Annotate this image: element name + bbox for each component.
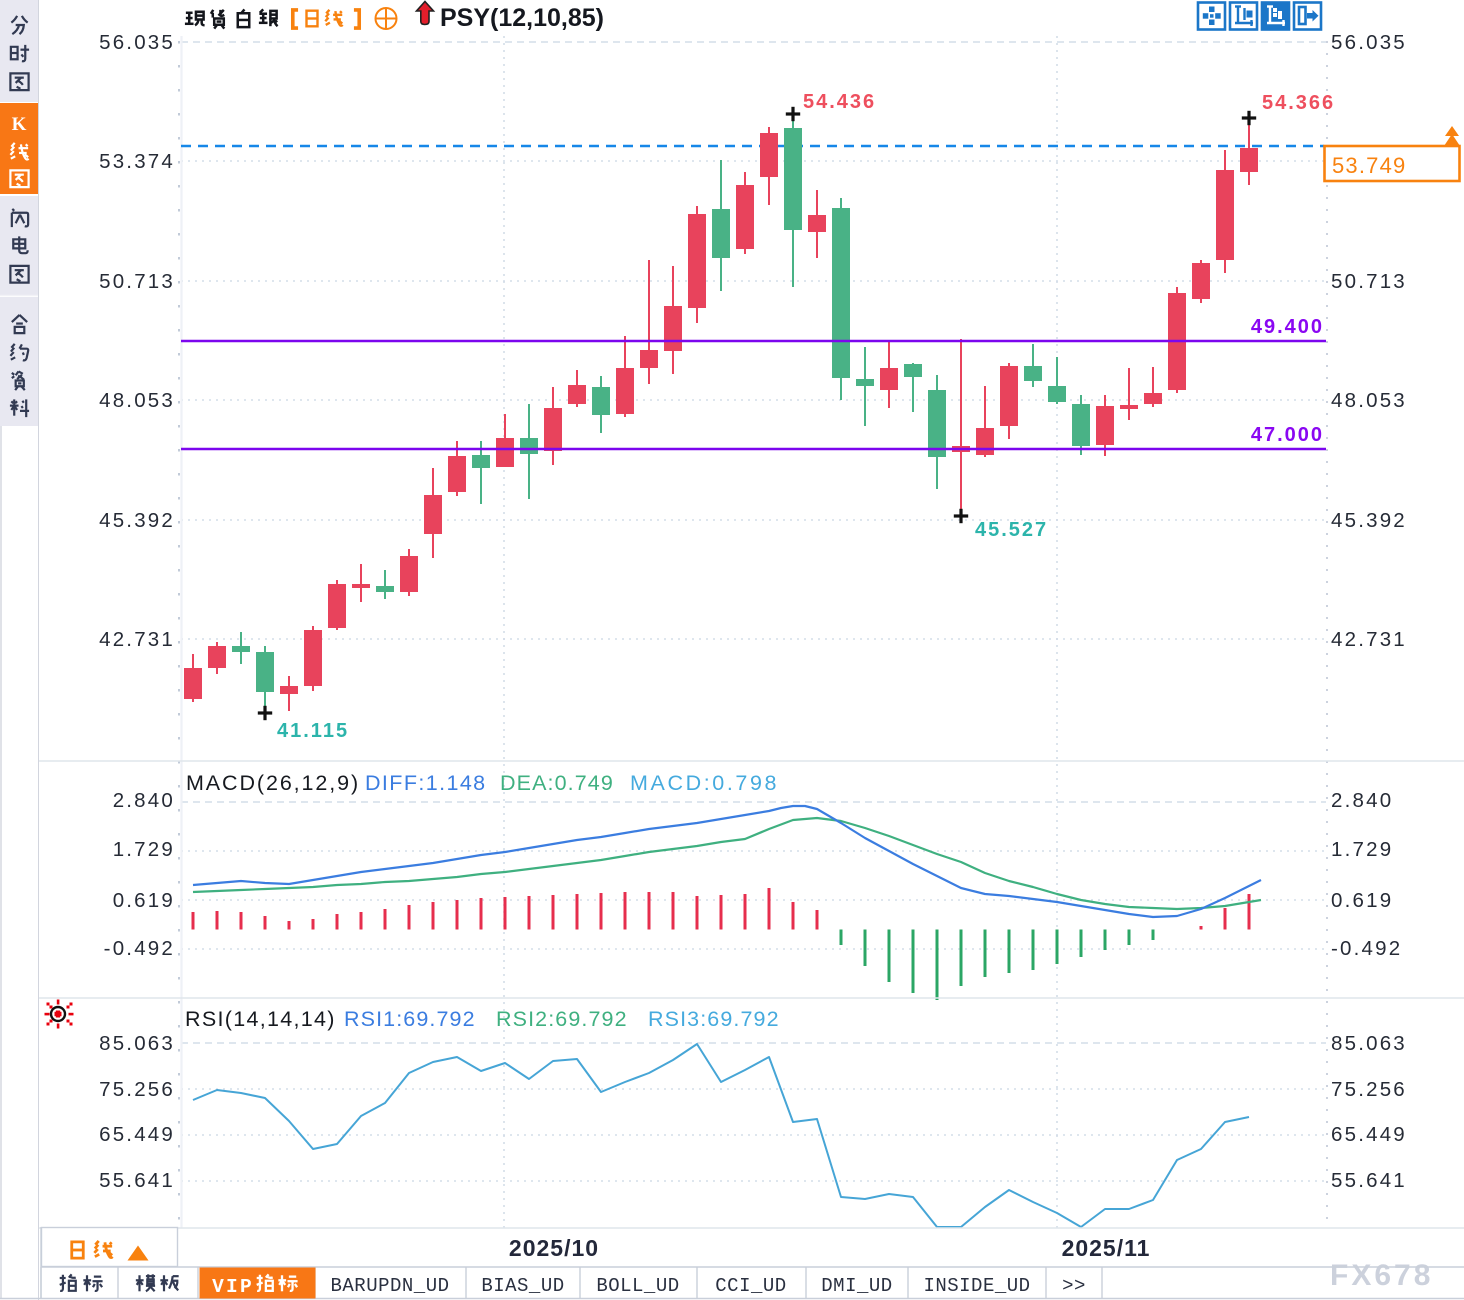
svg-text:75.256: 75.256 <box>99 1078 175 1101</box>
svg-text:50.713: 50.713 <box>1331 270 1407 293</box>
svg-text:BOLL_UD: BOLL_UD <box>596 1275 679 1297</box>
svg-text:1.729: 1.729 <box>1331 838 1393 861</box>
svg-text:RSI(14,14,14): RSI(14,14,14) <box>185 1007 336 1031</box>
svg-text:BIAS_UD: BIAS_UD <box>481 1275 564 1297</box>
svg-text:47.000: 47.000 <box>1251 424 1324 446</box>
svg-text:42.731: 42.731 <box>1331 628 1407 651</box>
svg-text:INSIDE_UD: INSIDE_UD <box>923 1275 1030 1297</box>
svg-text:45.392: 45.392 <box>1331 509 1407 532</box>
svg-text:56.035: 56.035 <box>1331 31 1407 54</box>
svg-text:49.400: 49.400 <box>1251 316 1324 338</box>
svg-text:85.063: 85.063 <box>1331 1032 1407 1055</box>
svg-text:PSY(12,10,85): PSY(12,10,85) <box>440 4 604 32</box>
svg-text:2025/11: 2025/11 <box>1062 1235 1151 1261</box>
svg-text:45.392: 45.392 <box>99 509 175 532</box>
svg-text:DMI_UD: DMI_UD <box>821 1275 892 1297</box>
svg-text:0.619: 0.619 <box>1331 889 1393 912</box>
svg-text:54.436: 54.436 <box>803 91 876 113</box>
svg-text:54.366: 54.366 <box>1262 92 1335 114</box>
svg-text:48.053: 48.053 <box>99 389 175 412</box>
svg-text:85.063: 85.063 <box>99 1032 175 1055</box>
svg-text:56.035: 56.035 <box>99 31 175 54</box>
svg-text:42.731: 42.731 <box>99 628 175 651</box>
svg-text:53.749: 53.749 <box>1332 153 1407 178</box>
svg-text:65.449: 65.449 <box>99 1123 175 1146</box>
svg-text:48.053: 48.053 <box>1331 389 1407 412</box>
svg-text:41.115: 41.115 <box>277 720 349 742</box>
svg-text:MACD:0.798: MACD:0.798 <box>630 771 779 795</box>
svg-text:2.840: 2.840 <box>113 789 175 812</box>
svg-text:DIFF:1.148: DIFF:1.148 <box>365 771 487 795</box>
svg-text:53.374: 53.374 <box>99 150 175 173</box>
svg-text:RSI2:69.792: RSI2:69.792 <box>496 1007 628 1031</box>
svg-text:0.619: 0.619 <box>113 889 175 912</box>
svg-text:65.449: 65.449 <box>1331 1123 1407 1146</box>
svg-text:55.641: 55.641 <box>1331 1169 1407 1192</box>
svg-text:MACD(26,12,9): MACD(26,12,9) <box>186 771 360 795</box>
svg-text:RSI1:69.792: RSI1:69.792 <box>344 1007 476 1031</box>
svg-text:K: K <box>12 114 27 135</box>
svg-text:DEA:0.749: DEA:0.749 <box>500 771 614 795</box>
svg-text:VIP: VIP <box>212 1276 254 1298</box>
svg-text:2.840: 2.840 <box>1331 789 1393 812</box>
svg-text:55.641: 55.641 <box>99 1169 175 1192</box>
svg-text:-0.492: -0.492 <box>1331 937 1402 960</box>
svg-text:-0.492: -0.492 <box>104 937 175 960</box>
svg-text:>>: >> <box>1062 1275 1086 1297</box>
svg-text:BARUPDN_UD: BARUPDN_UD <box>330 1275 449 1297</box>
svg-text:45.527: 45.527 <box>975 519 1048 541</box>
svg-text:75.256: 75.256 <box>1331 1078 1407 1101</box>
svg-text:CCI_UD: CCI_UD <box>715 1275 786 1297</box>
svg-text:2025/10: 2025/10 <box>509 1235 599 1261</box>
svg-text:RSI3:69.792: RSI3:69.792 <box>648 1007 780 1031</box>
svg-text:50.713: 50.713 <box>99 270 175 293</box>
svg-text:1.729: 1.729 <box>113 838 175 861</box>
svg-text:FX678: FX678 <box>1330 1259 1433 1292</box>
